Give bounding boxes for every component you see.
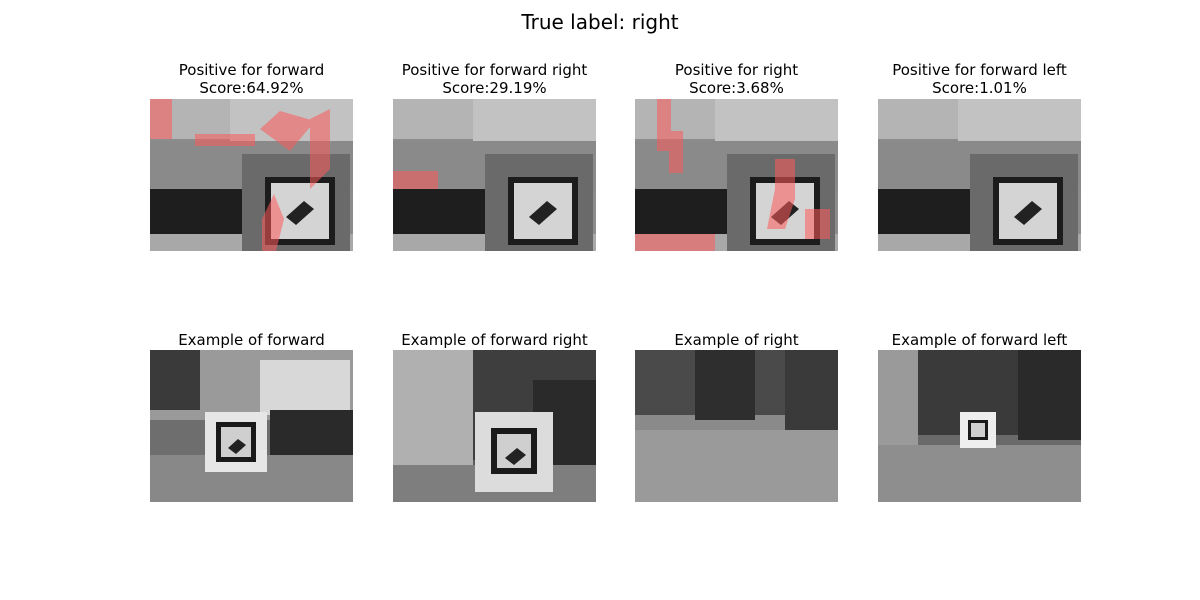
panel-title: Example of forward left <box>891 331 1068 349</box>
example-image <box>150 350 353 502</box>
panel-score: Score:3.68% <box>689 79 784 97</box>
panel-title-line: Positive for forward right <box>401 61 588 79</box>
heatmap-image <box>878 99 1081 251</box>
example-image <box>635 350 838 502</box>
panel-title: Positive for forward Score:64.92% <box>90 61 413 97</box>
heatmap-image <box>150 99 353 251</box>
panel-score: Score:29.19% <box>442 79 547 97</box>
panel-title-line: Positive for forward <box>178 61 325 79</box>
panel-title: Example of forward right <box>401 331 588 349</box>
example-image <box>393 350 596 502</box>
panel-title: Positive for right Score:3.68% <box>575 61 898 97</box>
panel-score: Score:1.01% <box>932 79 1027 97</box>
panel-title: Example of right <box>674 331 799 349</box>
panel-title: Positive for forward left Score:1.01% <box>818 61 1141 97</box>
panel-title-line: Positive for right <box>674 61 799 79</box>
panel-score: Score:64.92% <box>199 79 304 97</box>
figure-title: True label: right <box>521 10 679 34</box>
example-image <box>878 350 1081 502</box>
panel-title-line: Positive for forward left <box>892 61 1067 79</box>
heatmap-image <box>393 99 596 251</box>
panel-title: Example of forward <box>178 331 325 349</box>
panel-title: Positive for forward right Score:29.19% <box>333 61 656 97</box>
heatmap-image <box>635 99 838 251</box>
